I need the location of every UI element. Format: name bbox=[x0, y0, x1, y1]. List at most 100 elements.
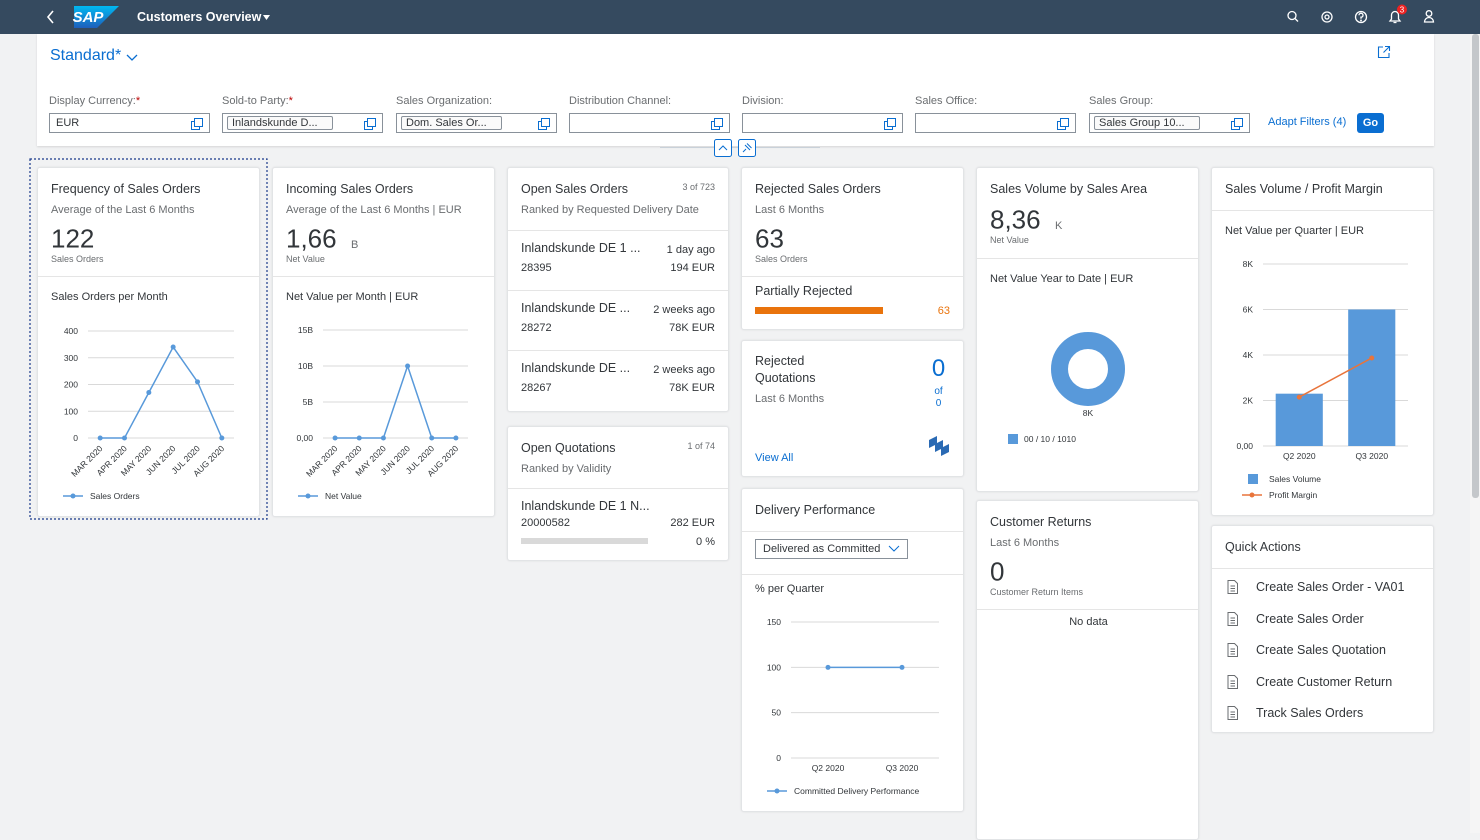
quick-action[interactable]: Track Sales Orders bbox=[1256, 706, 1364, 720]
filter-input[interactable]: EUR bbox=[49, 113, 210, 133]
card-subtitle: Ranked by Validity bbox=[521, 463, 612, 475]
filter-label: Sales Group: bbox=[1089, 95, 1153, 107]
quick-action[interactable]: Create Customer Return bbox=[1256, 674, 1393, 689]
back-button[interactable] bbox=[46, 10, 54, 24]
scroll-thumb[interactable] bbox=[1472, 34, 1479, 498]
bar bbox=[1275, 393, 1323, 446]
item-id: 28272 bbox=[521, 322, 552, 334]
card[interactable]: Rejected Quotations Last 6 Months 0 of 0… bbox=[741, 340, 964, 477]
item-name[interactable]: Inlandskunde DE 1 N... bbox=[521, 499, 650, 513]
point bbox=[453, 435, 459, 441]
card[interactable]: 0,00 2K 4K 6K 8K Q2 2020 Q3 2020 Sales Volume Pr… bbox=[1211, 167, 1434, 516]
kpi-value: 63 bbox=[755, 223, 784, 254]
filter-label-text: Sales Group: bbox=[1089, 95, 1154, 107]
kpi-unit: Sales Orders bbox=[51, 254, 104, 264]
card-title: Sales Volume / Profit Margin bbox=[1225, 182, 1383, 196]
progress-track bbox=[521, 538, 648, 544]
card[interactable]: 8K 00 / 10 / 1010 Sales Volume by Sales A… bbox=[976, 167, 1199, 492]
y-tick-label: 6K bbox=[1243, 305, 1254, 315]
value-help[interactable] bbox=[364, 117, 376, 130]
quick-action[interactable]: Create Sales Order bbox=[1256, 611, 1364, 626]
point bbox=[380, 435, 386, 441]
token: Dom. Sales Or... bbox=[401, 116, 502, 130]
copilot-icon[interactable] bbox=[1321, 11, 1333, 23]
chart: 0 50 100 150 Q2 2020 Q3 2020 Committed Deliver… bbox=[767, 617, 939, 796]
logo[interactable] bbox=[74, 6, 119, 28]
item-name[interactable]: Inlandskunde DE 1 ... bbox=[521, 241, 641, 255]
item-id: 20000582 bbox=[521, 517, 570, 529]
help-icon[interactable] bbox=[1354, 10, 1368, 24]
value-help[interactable] bbox=[884, 117, 896, 130]
separator bbox=[508, 290, 728, 291]
filter-input[interactable]: Dom. Sales Or... bbox=[396, 113, 557, 133]
value-help[interactable] bbox=[1057, 117, 1069, 130]
app-title[interactable]: Customers Overview bbox=[137, 10, 262, 24]
collapse-button[interactable] bbox=[714, 139, 732, 157]
card[interactable]: 0 100 200 300 400 MAR 2020 APR 2020 MAY 2020 JUN… bbox=[37, 167, 260, 517]
variant-chevron[interactable] bbox=[126, 53, 140, 63]
card[interactable]: 0,00 5B 10B 15B MAR 2020 APR 2020 MAY 2020 JUN … bbox=[272, 167, 495, 517]
variant-name[interactable]: Standard* bbox=[50, 47, 122, 64]
item-count: 1 of 74 bbox=[687, 441, 715, 451]
chart-title: Net Value per Quarter | EUR bbox=[1225, 225, 1364, 237]
point bbox=[825, 664, 831, 670]
y-tick-label: 150 bbox=[767, 617, 781, 627]
bar-value: 63 bbox=[937, 305, 950, 317]
user-icon[interactable] bbox=[1423, 10, 1435, 23]
item-name[interactable]: Inlandskunde DE ... bbox=[521, 301, 631, 315]
adapt-filters[interactable]: Adapt Filters (4) bbox=[1268, 116, 1347, 128]
item-id: 28395 bbox=[521, 262, 552, 274]
separator bbox=[742, 276, 963, 277]
progress-label: 0 % bbox=[696, 536, 715, 548]
item-date: 1 day ago bbox=[666, 244, 715, 256]
kpi-unit: Net Value bbox=[286, 254, 325, 264]
action-icon bbox=[1225, 611, 1239, 627]
pin-button[interactable] bbox=[738, 139, 756, 157]
view-all-link[interactable]: View All bbox=[755, 452, 794, 464]
card[interactable]: Open Quotations 1 of 74 Ranked by Validi… bbox=[507, 426, 729, 561]
filter-input[interactable] bbox=[742, 113, 903, 133]
shell-header: 3 SAP Customers Overview bbox=[0, 0, 1480, 34]
quick-action[interactable]: Create Sales Order - VA01 bbox=[1256, 580, 1405, 594]
value-help[interactable] bbox=[711, 117, 723, 130]
required-mark: * bbox=[288, 95, 293, 107]
separator bbox=[977, 258, 1198, 259]
search-icon[interactable] bbox=[1287, 10, 1299, 22]
point bbox=[146, 390, 152, 396]
card[interactable]: Quick Actions Create Sales Order - VA01 C… bbox=[1211, 525, 1434, 733]
quick-action[interactable]: Create Sales Quotation bbox=[1256, 643, 1386, 657]
filter-input[interactable]: Sales Group 10... bbox=[1089, 113, 1250, 133]
filter-input[interactable]: Inlandskunde D... bbox=[222, 113, 383, 133]
value-help[interactable] bbox=[191, 117, 203, 130]
filter-label-text: Sold-to Party: bbox=[222, 95, 289, 107]
notifications-icon[interactable] bbox=[1388, 10, 1402, 24]
chart-title: Sales Orders per Month bbox=[51, 291, 168, 303]
card[interactable]: Open Sales Orders 3 of 723 Ranked by Req… bbox=[507, 167, 729, 412]
item-name[interactable]: Inlandskunde DE ... bbox=[521, 361, 631, 375]
line bbox=[100, 345, 223, 439]
card[interactable]: Rejected Sales Orders Last 6 Months 63 S… bbox=[741, 167, 964, 330]
filter-label-text: Division: bbox=[742, 95, 784, 107]
line bbox=[1298, 357, 1373, 398]
item-id: 28267 bbox=[521, 382, 552, 394]
value-help[interactable] bbox=[1231, 117, 1243, 130]
filter-input[interactable] bbox=[569, 113, 730, 133]
card-title: Customer Returns bbox=[990, 515, 1092, 529]
item-date: 2 weeks ago bbox=[653, 304, 715, 316]
card[interactable]: Customer Returns Last 6 Months 0 Custome… bbox=[976, 500, 1199, 840]
point bbox=[332, 435, 338, 441]
card-title: Quick Actions bbox=[1225, 540, 1301, 554]
item-amount: 78K EUR bbox=[669, 382, 715, 394]
dropdown[interactable]: Delivered as Committed bbox=[755, 539, 908, 559]
value-help[interactable] bbox=[538, 117, 550, 130]
dropdown-arrow bbox=[888, 545, 900, 552]
title-menu-arrow[interactable] bbox=[263, 15, 270, 20]
point bbox=[429, 435, 435, 441]
share-icon[interactable] bbox=[1377, 45, 1391, 59]
filter-input[interactable] bbox=[915, 113, 1076, 133]
legend-swatch bbox=[1248, 474, 1258, 484]
card[interactable]: 0 50 100 150 Q2 2020 Q3 2020 Committed Deliver… bbox=[741, 488, 964, 812]
go-button[interactable]: Go bbox=[1357, 113, 1384, 133]
filter-label: Display Currency:* bbox=[49, 95, 140, 107]
